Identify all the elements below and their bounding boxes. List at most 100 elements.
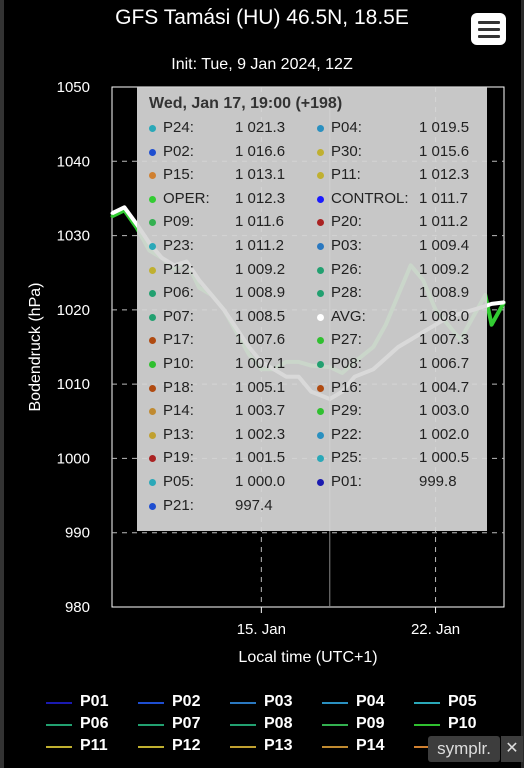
tooltip-series-name: P08: — [331, 355, 362, 372]
legend-label: P04 — [356, 693, 385, 710]
tooltip-series-name: P21: — [163, 496, 194, 514]
y-tick-label: 1030 — [57, 228, 90, 245]
tooltip-header: Wed, Jan 17, 19:00 (+198) — [149, 95, 343, 112]
hamburger-menu-icon[interactable] — [471, 13, 506, 45]
tooltip-series-name: AVG: — [331, 307, 366, 325]
legend-item[interactable]: P05 — [414, 692, 494, 712]
menu-bar — [477, 20, 500, 24]
legend-line-icon — [46, 702, 72, 704]
series-dot-icon — [149, 431, 156, 439]
legend-line-icon — [138, 746, 164, 748]
tooltip-series-value: 1 008.0 — [419, 307, 470, 325]
legend-item[interactable]: P11 — [46, 736, 126, 756]
tooltip-series-value: 1 009.2 — [419, 260, 470, 278]
legend-item[interactable]: P02 — [138, 692, 218, 712]
legend-label: P09 — [356, 715, 385, 732]
legend-line-icon — [414, 724, 440, 726]
legend-line-icon — [138, 702, 164, 704]
tooltip-series-value: 997.4 — [235, 496, 273, 514]
tooltip-series-name: P10: — [163, 355, 194, 372]
legend-label: P01 — [80, 693, 109, 710]
series-dot-icon — [317, 290, 324, 298]
data-point-avg — [122, 205, 126, 209]
series-dot-icon — [149, 502, 156, 510]
tooltip-series-value: 1 016.6 — [235, 142, 286, 160]
tooltip-series-value: 1 002.3 — [235, 425, 286, 443]
series-dot-icon — [149, 361, 156, 368]
legend-item[interactable]: P09 — [322, 714, 402, 734]
chart-legend[interactable]: P01 P02 P03 P04 P05 P06 P07 P08 P09 P10 P11 P12 P13 P… — [0, 690, 524, 760]
tooltip-series-name: P02: — [163, 142, 194, 160]
legend-line-icon — [414, 702, 440, 704]
tooltip-series-name: P13: — [163, 425, 194, 443]
series-dot-icon — [149, 266, 156, 274]
legend-item[interactable]: P07 — [138, 714, 218, 734]
series-dot-icon — [317, 195, 324, 203]
series-dot-icon — [149, 479, 156, 486]
legend-item[interactable]: P08 — [230, 714, 310, 734]
tooltip-series-value: 1 009.4 — [419, 237, 470, 254]
tooltip-series-name: P26: — [331, 260, 362, 278]
series-dot-icon — [317, 313, 324, 321]
data-point-avg — [110, 211, 114, 215]
tooltip-series-name: P27: — [331, 331, 362, 349]
legend-item[interactable]: P14 — [322, 736, 402, 756]
legend-item[interactable]: P04 — [322, 692, 402, 712]
legend-item[interactable]: P06 — [46, 714, 126, 734]
tooltip-series-name: P11: — [331, 166, 361, 184]
tooltip-series-value: 1 004.7 — [419, 378, 470, 396]
close-icon[interactable]: ✕ — [501, 736, 523, 762]
legend-label: P02 — [172, 693, 201, 710]
legend-item[interactable]: P10 — [414, 714, 494, 734]
legend-item[interactable]: P01 — [46, 692, 126, 712]
tooltip-series-name: P18: — [163, 378, 194, 396]
tooltip-series-name: P04: — [331, 119, 362, 136]
legend-label: P12 — [172, 737, 201, 754]
series-dot-icon — [149, 243, 156, 250]
legend-label: P03 — [264, 693, 293, 710]
tooltip-series-name: P05: — [163, 473, 194, 490]
tooltip-series-name: P17: — [163, 331, 194, 349]
x-tick-label: 15. Jan — [237, 621, 286, 638]
series-dot-icon — [317, 361, 324, 368]
series-dot-icon — [149, 408, 156, 416]
tooltip-series-name: P23: — [163, 237, 194, 254]
legend-line-icon — [322, 746, 348, 748]
chart-title: GFS Tamási (HU) 46.5N, 18.5E — [115, 6, 409, 29]
tooltip-series-value: 1 002.0 — [419, 425, 470, 443]
series-dot-icon — [317, 172, 324, 180]
legend-item[interactable]: P13 — [230, 736, 310, 756]
tooltip-series-value: 1 007.1 — [235, 355, 286, 372]
legend-label: P10 — [448, 715, 477, 732]
series-dot-icon — [149, 148, 156, 156]
series-dot-icon — [317, 408, 324, 416]
legend-label: P06 — [80, 715, 109, 732]
legend-line-icon — [138, 724, 164, 726]
y-tick-label: 1010 — [57, 376, 90, 393]
symplr-badge[interactable]: symplr. — [428, 736, 500, 762]
x-tick-label: 22. Jan — [411, 621, 460, 638]
series-dot-icon — [317, 337, 324, 345]
series-dot-icon — [149, 384, 156, 392]
legend-line-icon — [230, 746, 256, 748]
legend-line-icon — [322, 724, 348, 726]
data-point-avg — [502, 300, 506, 304]
series-dot-icon — [149, 313, 156, 321]
tooltip-series-value: 1 000.5 — [419, 449, 470, 467]
tooltip-series-name: P09: — [163, 213, 194, 231]
legend-item[interactable]: P12 — [138, 736, 218, 756]
legend-item[interactable]: P03 — [230, 692, 310, 712]
tooltip-series-name: P15: — [163, 166, 194, 184]
tooltip-series-name: P22: — [331, 425, 362, 443]
legend-label: P11 — [80, 737, 108, 754]
tooltip-series-name: P14: — [163, 402, 194, 420]
series-dot-icon — [149, 172, 156, 180]
right-edge — [521, 0, 524, 768]
tooltip-series-value: 1 011.2 — [235, 237, 284, 254]
legend-line-icon — [414, 746, 440, 748]
data-point-oper — [490, 323, 494, 327]
tooltip-series-value: 1 011.6 — [235, 213, 284, 231]
tooltip-series-value: 1 006.7 — [419, 355, 470, 372]
tooltip-series-value: 1 009.2 — [235, 260, 286, 278]
tooltip-series-name: P24: — [163, 119, 194, 136]
